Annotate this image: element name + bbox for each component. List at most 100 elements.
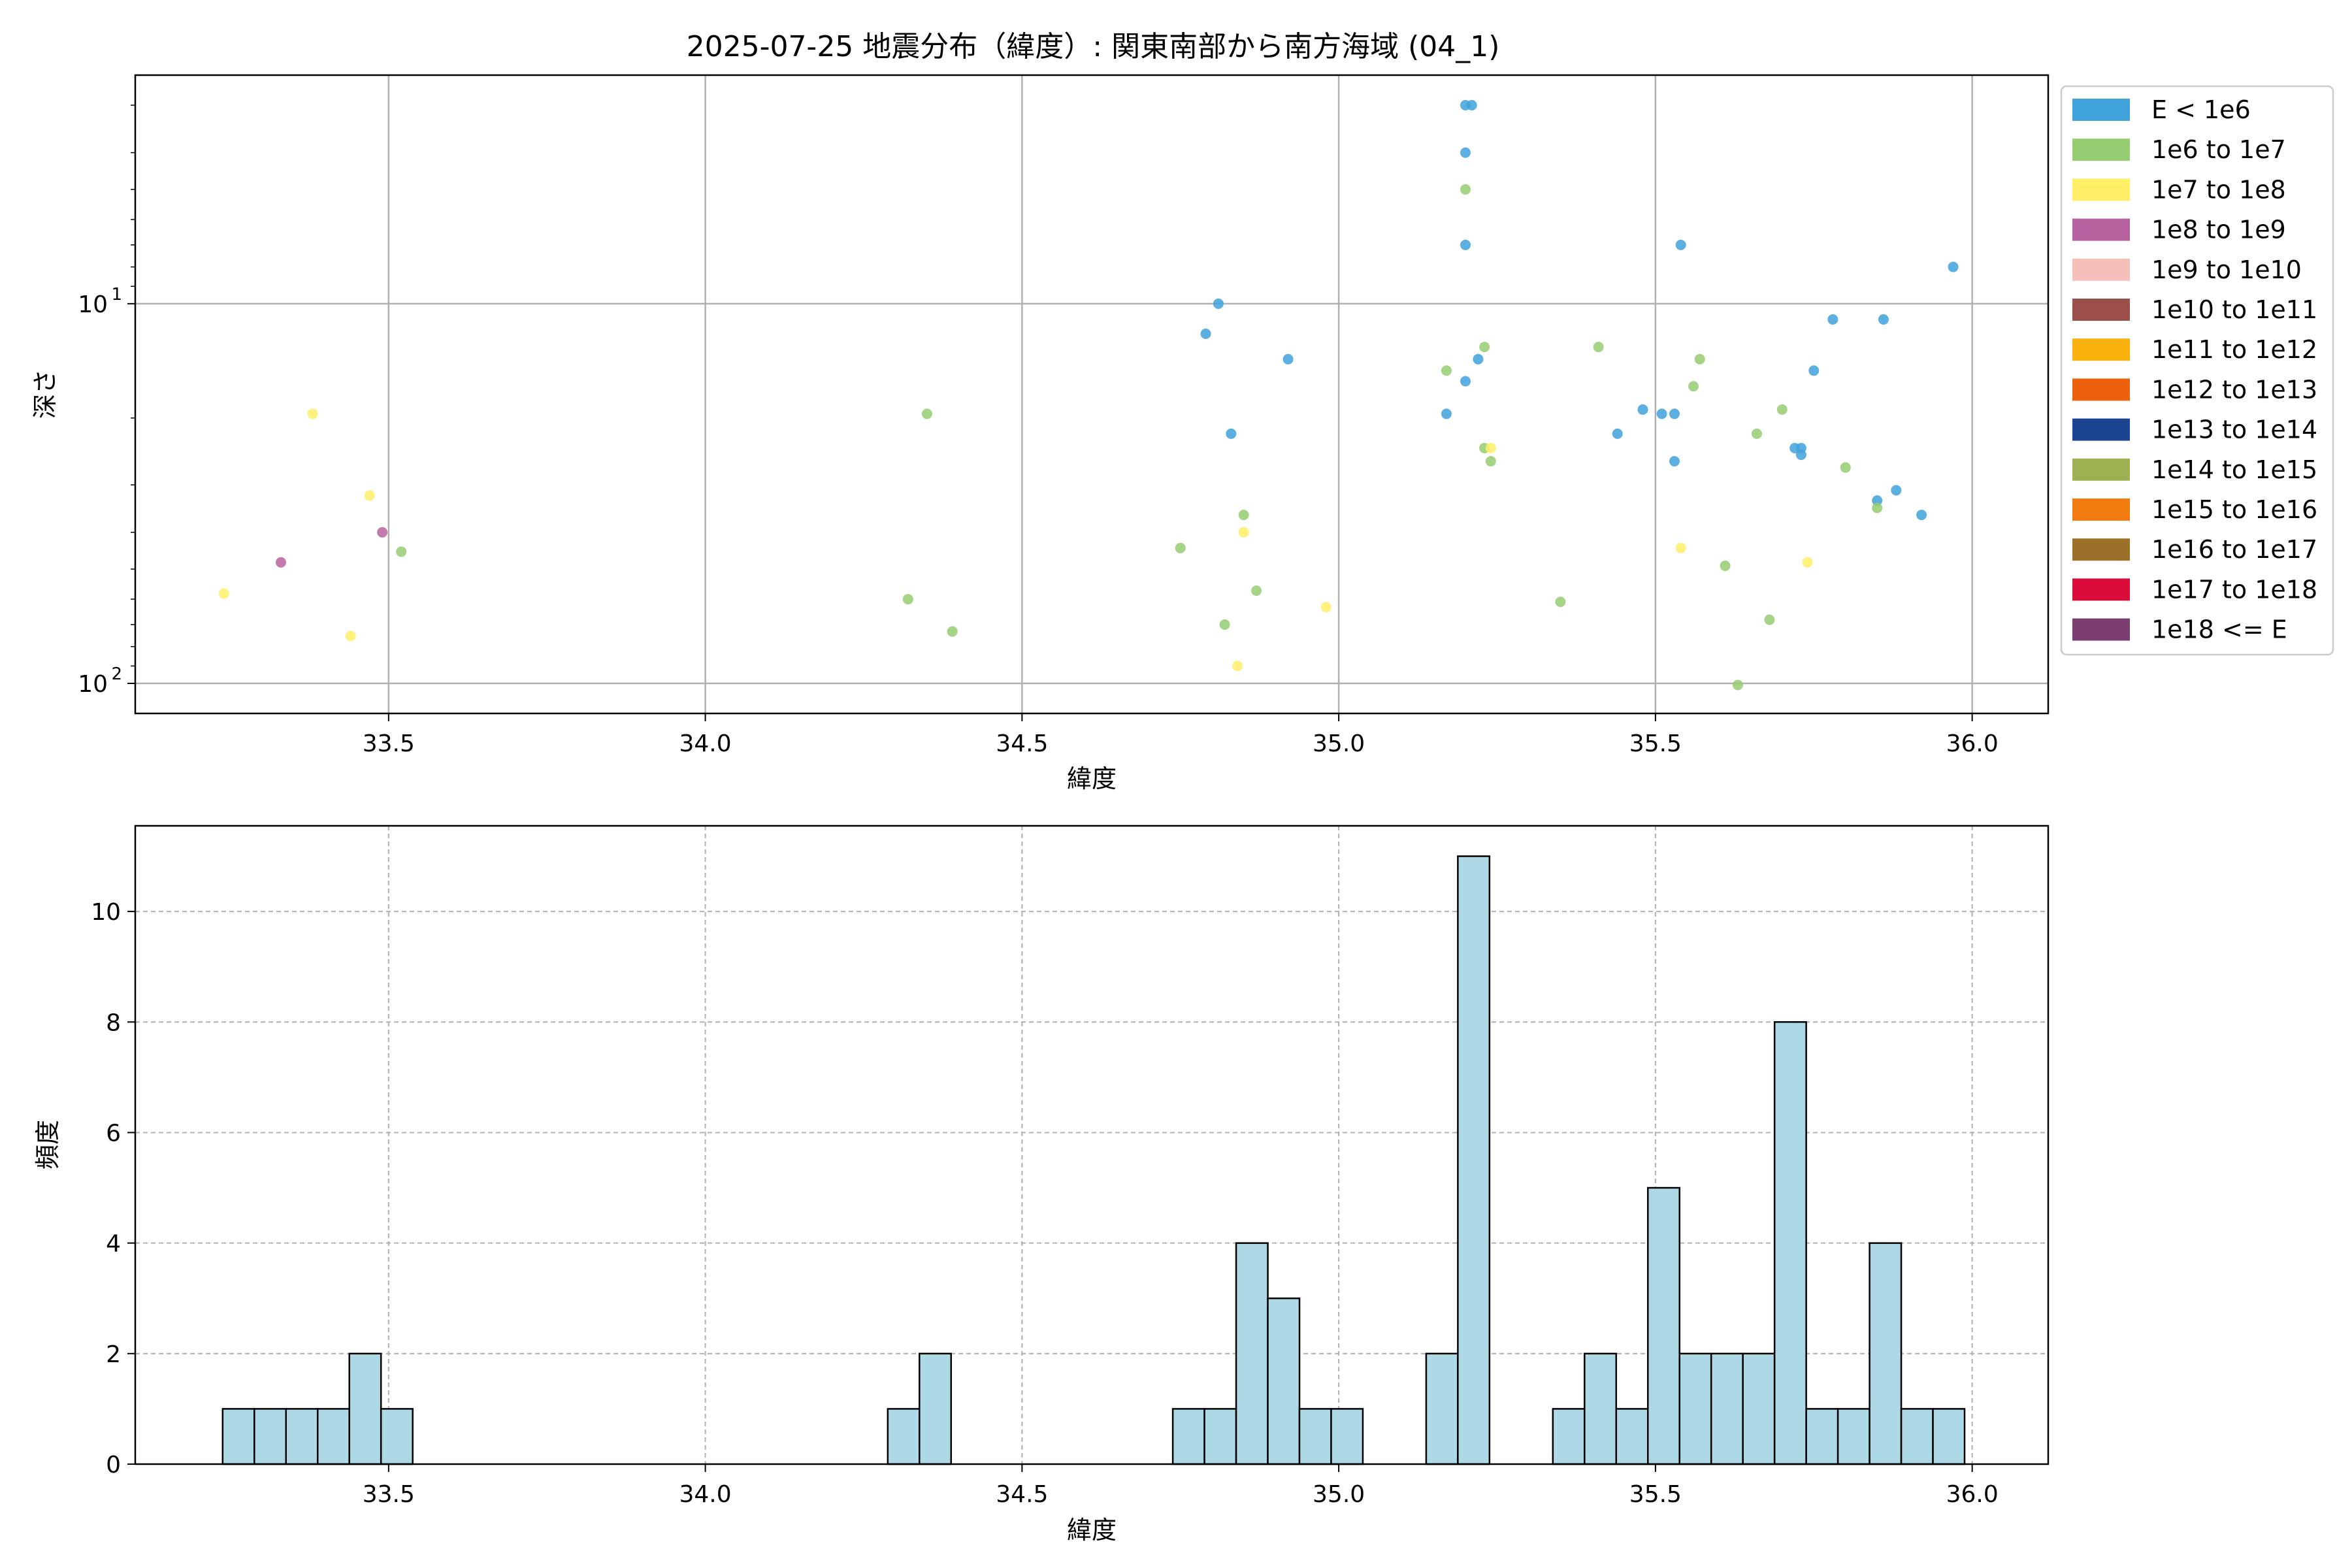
scatter-point [307,408,318,419]
scatter-point [345,630,356,642]
scatter-point [1878,314,1889,325]
scatter-point [1593,342,1604,353]
scatter-point [1656,408,1667,419]
scatter-grid [135,75,2048,713]
histogram-y-axis: 0 2 4 6 8 10 [91,899,135,1478]
histogram-bar [1869,1242,1903,1465]
histogram-y-tick-label: 0 [106,1452,121,1478]
histogram-bar [919,1352,953,1465]
legend-swatch [2072,378,2130,401]
histogram-bar [1932,1408,1966,1465]
histogram-x-tick-label: 35.5 [1629,1481,1682,1508]
histogram-x-tick-label: 34.5 [996,1481,1048,1508]
scatter-x-tick-label: 34.5 [996,730,1048,757]
histogram-bar [1584,1352,1618,1465]
histogram-x-axis-label: 緯度 [1067,1516,1117,1544]
scatter-point [1460,239,1471,250]
scatter-point [1795,449,1806,461]
histogram-x-tick-label: 35.0 [1313,1481,1365,1508]
legend-items: E < 1e6 1e6 to 1e7 1e7 to 1e8 1e8 to 1e9 1e9… [2072,95,2317,644]
scatter-point [1219,619,1230,630]
histogram-bar [1615,1408,1649,1465]
legend-swatch [2072,578,2130,601]
histogram-x-tick-label: 33.5 [363,1481,415,1508]
histogram-bar [1298,1408,1332,1465]
histogram-bar [1457,855,1491,1465]
scatter-x-axis-label: 緯度 [1067,764,1117,793]
scatter-point [1466,100,1477,111]
histogram-bar [1203,1408,1237,1465]
scatter-plot-frame [134,74,2050,715]
histogram-bar [1267,1297,1301,1465]
scatter-x-tick-label: 36.0 [1946,730,1999,757]
scatter-point [1808,365,1820,376]
histogram-x-tick-label: 36.0 [1946,1481,1999,1508]
histogram-bar [1742,1352,1776,1465]
scatter-point [1485,456,1496,467]
histogram-bar [1425,1352,1459,1465]
legend-label: 1e17 to 1e18 [2151,575,2317,604]
scatter-point [1251,585,1262,596]
legend: E < 1e6 1e6 to 1e7 1e7 to 1e8 1e8 to 1e9 1e9… [2060,85,2334,656]
scatter-point [1238,510,1249,521]
histogram-bar [285,1408,319,1465]
scatter-point [1669,408,1680,419]
legend-label: 1e8 to 1e9 [2151,216,2286,244]
histogram-plot-frame [134,825,2050,1465]
scatter-point [1213,298,1224,309]
scatter-x-tick-label: 35.5 [1629,730,1682,757]
histogram-bar [1773,1021,1807,1465]
histogram-bar [1837,1408,1870,1465]
scatter-y-tick-label: 10 [78,291,108,318]
legend-swatch [2072,299,2130,321]
scatter-point [1460,376,1471,387]
scatter-x-tick-label: 34.0 [679,730,732,757]
legend-swatch [2072,218,2130,241]
scatter-point [218,588,229,599]
legend-label: 1e7 to 1e8 [2151,175,2286,204]
histogram-y-tick-label: 10 [91,899,121,926]
scatter-point [1637,404,1648,415]
legend-swatch [2072,418,2130,441]
scatter-y-axis-label: 深さ [31,369,59,419]
scatter-point [1916,510,1927,521]
legend-swatch [2072,338,2130,361]
legend-swatch [2072,178,2130,201]
legend-label: 1e9 to 1e10 [2151,255,2302,284]
scatter-point [1694,353,1705,365]
scatter-point [1675,542,1686,553]
scatter-point [1282,353,1294,365]
histogram-bar [221,1408,255,1465]
histogram-bar [887,1408,921,1465]
legend-label: 1e15 to 1e16 [2151,495,2317,524]
histogram-bar [1235,1242,1269,1465]
legend-swatch [2072,498,2130,521]
scatter-point [1485,442,1496,453]
histogram-y-axis-label: 頻度 [33,1120,62,1169]
histogram-bar [348,1352,382,1465]
scatter-points [218,100,1959,691]
scatter-point [1441,365,1452,376]
scatter-point [1473,353,1484,365]
histogram-bar [1171,1408,1205,1465]
scatter-point [1612,428,1623,439]
legend-label: 1e14 to 1e15 [2151,455,2317,484]
scatter-point [1776,404,1788,415]
scatter-point [1827,314,1838,325]
scatter-point [1479,342,1490,353]
histogram-bar [1900,1408,1934,1465]
scatter-point [1675,239,1686,250]
histogram-y-tick-label: 2 [106,1341,121,1368]
scatter-point [947,626,958,637]
scatter-point [396,546,407,557]
legend-label: 1e18 <= E [2151,615,2287,644]
histogram-bar [1330,1408,1364,1465]
histogram-bar [1710,1352,1744,1465]
histogram-bar [380,1408,414,1465]
legend-swatch [2072,538,2130,561]
scatter-y-tick-label: 10 [78,671,108,698]
scatter-point [1226,428,1237,439]
scatter-y-tick-exponent: 1 [111,285,122,304]
